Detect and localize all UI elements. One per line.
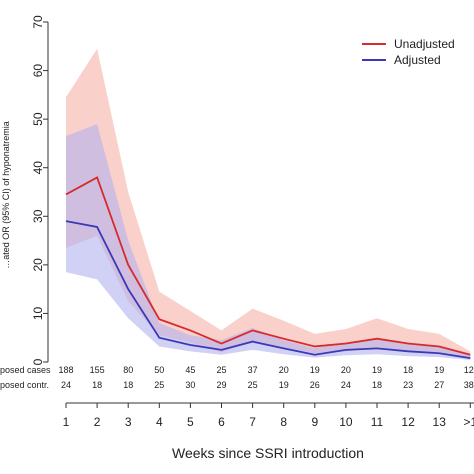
y-tick-label: 10 xyxy=(31,306,45,320)
table-cell: 23 xyxy=(403,380,413,390)
table-cell: 12( xyxy=(464,365,474,375)
x-tick-label: 11 xyxy=(371,415,384,429)
y-axis: 0 10 20 30 40 50 60 70 xyxy=(31,15,49,365)
x-tick-label: >1 xyxy=(463,415,474,429)
x-tick-label: 3 xyxy=(125,415,132,429)
x-tick-label: 1 xyxy=(63,415,70,429)
table-cell: 38( xyxy=(464,380,474,390)
confidence-bands xyxy=(66,48,471,361)
table-cell: 80 xyxy=(123,365,133,375)
x-tick-label: 8 xyxy=(280,415,287,429)
table-cell: 45 xyxy=(185,365,195,375)
x-tick-label: 10 xyxy=(339,415,353,429)
legend-label-unadjusted: Unadjusted xyxy=(394,37,455,51)
table-cell: 155 xyxy=(90,365,105,375)
counts-table: posed cases 188 155 80 50 45 25 37 20 19 20 19 18 19 1… xyxy=(0,365,474,390)
table-cell: 18 xyxy=(92,380,102,390)
y-tick-label: 50 xyxy=(31,112,45,126)
table-cell: 18 xyxy=(403,365,413,375)
table-row-label: posed cases xyxy=(0,365,51,375)
table-cell: 18 xyxy=(372,380,382,390)
y-tick-label: 70 xyxy=(31,15,45,29)
table-cell: 20 xyxy=(341,365,351,375)
x-tick-label: 7 xyxy=(249,415,256,429)
series-line-adjusted xyxy=(65,220,471,360)
y-tick-label: 60 xyxy=(31,64,45,78)
table-cell: 37 xyxy=(248,365,258,375)
table-cell: 25 xyxy=(154,380,164,390)
x-axis: 1 2 3 4 5 6 7 8 9 10 11 12 13 >1 xyxy=(63,402,474,429)
table-cell: 19 xyxy=(310,365,320,375)
x-tick-label: 6 xyxy=(218,415,225,429)
table-cell: 26 xyxy=(310,380,320,390)
table-cell: 50 xyxy=(154,365,164,375)
table-cell: 19 xyxy=(434,365,444,375)
table-cell: 25 xyxy=(216,365,226,375)
y-tick-label: 0 xyxy=(31,358,45,365)
table-cell: 19 xyxy=(372,365,382,375)
x-tick-label: 5 xyxy=(187,415,194,429)
x-tick-label: 4 xyxy=(156,415,163,429)
legend-label-adjusted: Adjusted xyxy=(394,53,441,67)
table-cell: 20 xyxy=(279,365,289,375)
y-tick-label: 40 xyxy=(31,161,45,175)
table-cell: 19 xyxy=(279,380,289,390)
x-tick-label: 13 xyxy=(433,415,447,429)
y-axis-label: …ated OR (95% CI) of hyponatremia xyxy=(1,121,11,269)
table-cell: 27 xyxy=(434,380,444,390)
table-row-label: posed contr. xyxy=(0,380,49,390)
table-cell: 29 xyxy=(216,380,226,390)
y-tick-label: 20 xyxy=(31,258,45,272)
x-tick-label: 12 xyxy=(401,415,415,429)
x-tick-label: 9 xyxy=(311,415,318,429)
series-lines xyxy=(65,176,471,360)
y-tick-label: 30 xyxy=(31,209,45,223)
x-axis-label: Weeks since SSRI introduction xyxy=(172,445,364,461)
series-line-unadjusted xyxy=(65,176,471,356)
table-cell: 24 xyxy=(341,380,351,390)
table-cell: 188 xyxy=(58,365,73,375)
table-cell: 30 xyxy=(185,380,195,390)
table-cell: 18 xyxy=(123,380,133,390)
x-tick-label: 2 xyxy=(94,415,101,429)
legend: Unadjusted Adjusted xyxy=(362,37,455,67)
table-cell: 25 xyxy=(248,380,258,390)
table-cell: 24 xyxy=(61,380,71,390)
